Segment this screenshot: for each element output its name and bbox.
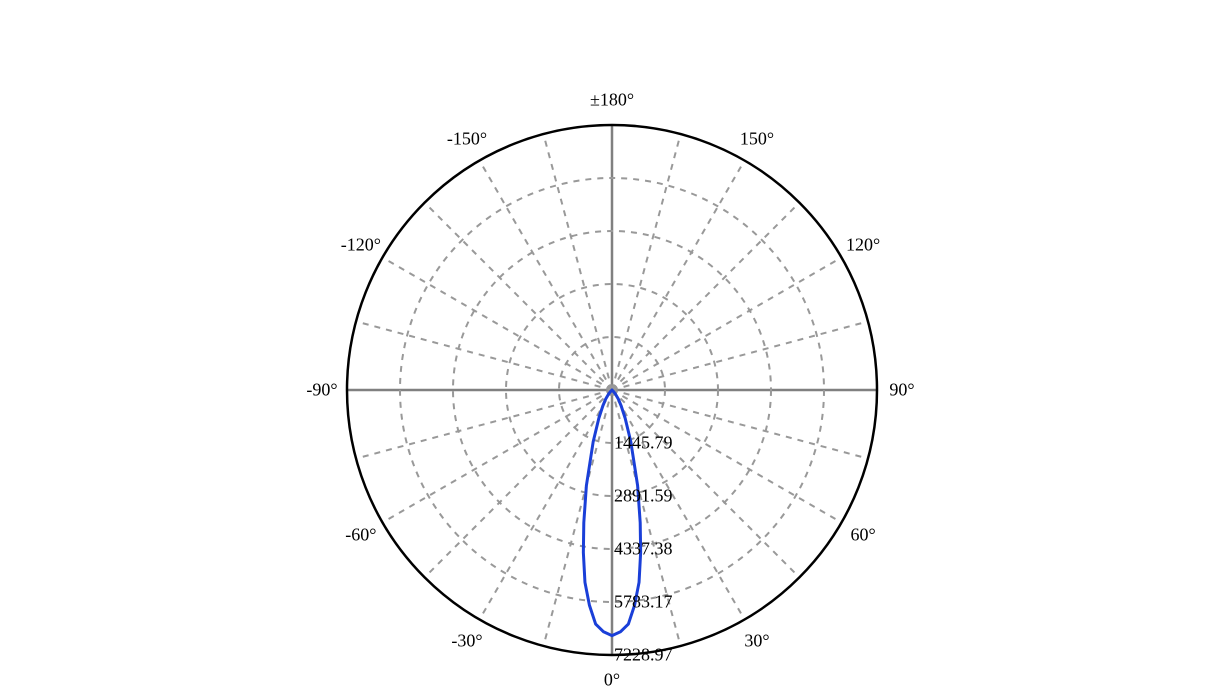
polar-chart: 0°30°60°90°120°150°±180°-150°-120°-90°-6… xyxy=(0,0,1224,689)
polar-svg xyxy=(0,0,1224,689)
